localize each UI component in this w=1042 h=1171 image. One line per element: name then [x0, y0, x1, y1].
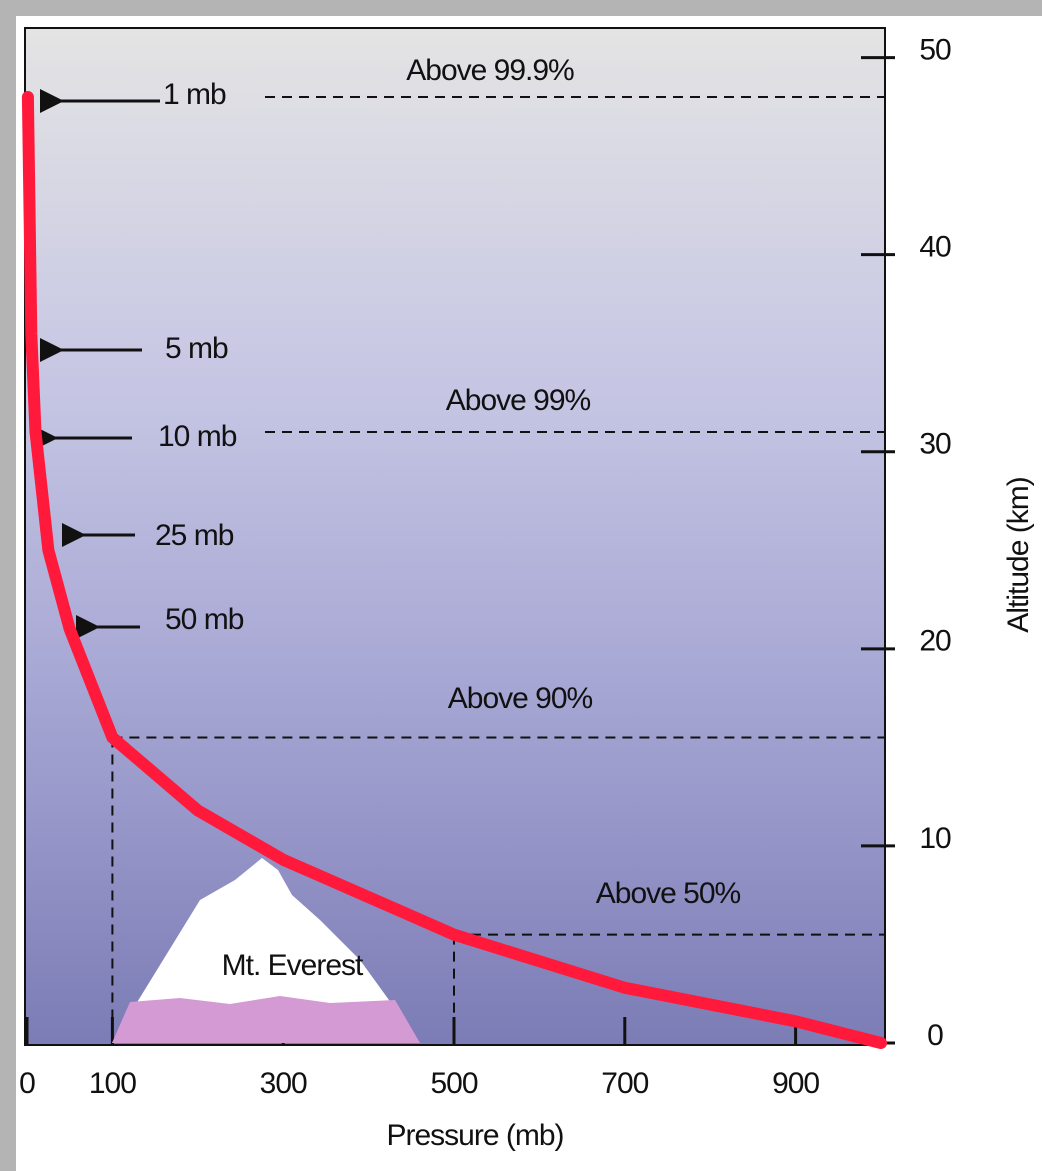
y-axis-title: Altitude (km)	[1002, 477, 1035, 632]
x-tick-label: 500	[430, 1067, 477, 1100]
mountain-shape	[112, 858, 420, 1043]
mt-everest: Mt. Everest	[112, 858, 420, 1043]
level-label: 50 mb	[165, 603, 244, 636]
region-label: Above 99%	[446, 384, 591, 417]
x-tick-label: 900	[772, 1067, 819, 1100]
region-label: Above 90%	[448, 682, 593, 715]
level-label: 1 mb	[163, 78, 226, 111]
line	[21, 91, 887, 1049]
mountain-label: Mt. Everest	[222, 949, 364, 982]
frame-top	[0, 0, 1042, 16]
x-tick-label: 300	[260, 1067, 307, 1100]
x-axis-title: Pressure (mb)	[386, 1119, 563, 1152]
plot-area	[24, 27, 886, 1046]
y-tick-label: 50	[919, 33, 951, 66]
region-label: Above 50%	[596, 877, 741, 910]
region-label: Above 99.9%	[406, 54, 574, 87]
x-tick-label: 700	[601, 1067, 648, 1100]
frame-left	[0, 0, 16, 1171]
y-tick-label: 10	[919, 822, 951, 855]
level-label: 10 mb	[158, 420, 237, 453]
x-tick-label: 100	[89, 1067, 136, 1100]
x-tick-label: 0	[19, 1067, 35, 1100]
y-tick-label: 30	[919, 428, 951, 461]
y-tick-label: 40	[919, 231, 951, 264]
y-tick-label: 0	[927, 1019, 943, 1052]
level-label: 25 mb	[155, 519, 234, 552]
y-tick-label: 20	[919, 625, 951, 658]
level-label: 5 mb	[165, 332, 228, 365]
mountain-base	[112, 996, 420, 1043]
